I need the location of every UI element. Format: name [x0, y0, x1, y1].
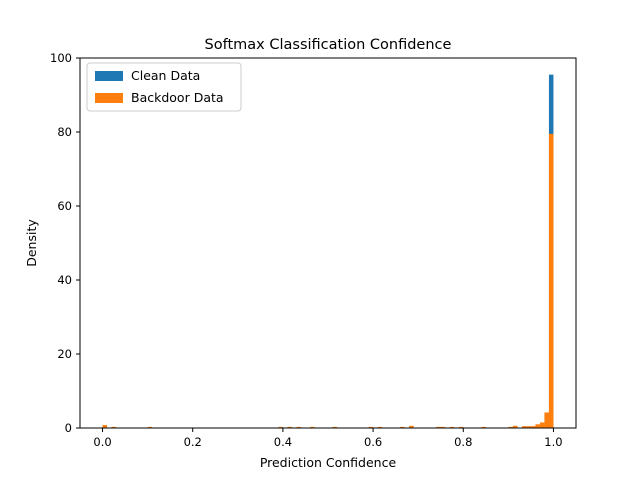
- histogram-bar-backdoor: [377, 426, 383, 428]
- histogram-bar-backdoor: [400, 426, 405, 428]
- histogram-bar-backdoor: [147, 426, 153, 428]
- histogram-bar-backdoor: [449, 426, 455, 428]
- y-tick-label: 40: [57, 273, 72, 287]
- x-axis-label: Prediction Confidence: [260, 455, 397, 470]
- x-tick-label: 1.0: [544, 435, 562, 449]
- histogram-bar-backdoor: [309, 426, 315, 428]
- x-tick-label: 0.2: [184, 435, 202, 449]
- legend-swatch-backdoor-data: [95, 93, 123, 103]
- histogram-bar-backdoor: [458, 426, 464, 428]
- y-tick-label: 80: [57, 125, 72, 139]
- bars-layer: [102, 74, 554, 429]
- x-tick-label: 0.0: [93, 435, 111, 449]
- histogram-bar-backdoor: [278, 426, 283, 428]
- histogram-bar-backdoor: [530, 426, 536, 428]
- legend-swatch-clean-data: [95, 71, 123, 81]
- plot-frame: [79, 57, 577, 429]
- legend: Clean Data Backdoor Data: [86, 62, 242, 112]
- histogram-bar-backdoor: [526, 426, 531, 428]
- histogram-bar-backdoor: [368, 426, 374, 428]
- histogram-bar-backdoor: [481, 426, 486, 428]
- histogram-bar-backdoor: [512, 425, 518, 428]
- x-tick-label: 0.6: [364, 435, 382, 449]
- legend-label-clean-data: Clean Data: [131, 68, 200, 83]
- histogram-bar-backdoor: [440, 426, 446, 428]
- histogram-bar-backdoor: [521, 426, 527, 428]
- histogram-bar-backdoor: [332, 426, 338, 428]
- y-axis-label: Density: [24, 219, 39, 267]
- histogram-bar-backdoor: [544, 412, 549, 428]
- legend-label-backdoor-data: Backdoor Data: [131, 90, 224, 105]
- legend-frame: [86, 62, 242, 112]
- ticks-layer: 0.0 0.2 0.4 0.6 0.8 1.0 0 20 40 60 80 100: [50, 51, 563, 449]
- histogram-bar-backdoor: [535, 424, 540, 428]
- x-tick-label: 0.4: [274, 435, 292, 449]
- histogram-bar-backdoor: [111, 426, 117, 428]
- chart-title: Softmax Classification Confidence: [205, 37, 452, 53]
- histogram-bar-backdoor: [287, 426, 292, 428]
- y-tick-label: 0: [65, 421, 72, 435]
- histogram-bar-backdoor: [539, 422, 545, 428]
- histogram-bar-backdoor: [508, 426, 513, 428]
- histogram-bar-backdoor: [548, 133, 554, 428]
- histogram-bar-backdoor: [436, 426, 441, 428]
- y-tick-label: 60: [57, 199, 72, 213]
- y-tick-label: 20: [57, 347, 72, 361]
- y-tick-label: 100: [50, 51, 72, 65]
- histogram-bar-backdoor: [296, 426, 301, 428]
- x-tick-label: 0.8: [454, 435, 472, 449]
- histogram-bar-backdoor: [102, 425, 108, 428]
- histogram-bar-backdoor: [409, 425, 414, 428]
